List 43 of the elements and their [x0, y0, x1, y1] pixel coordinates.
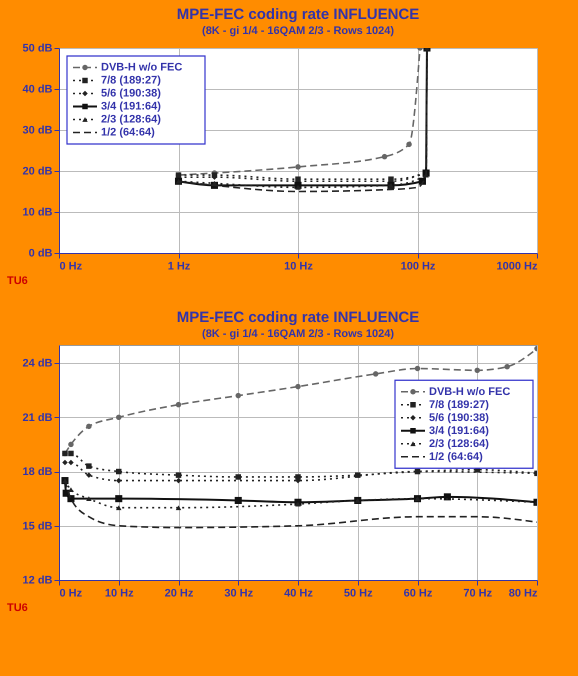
- y-tick-label: 10 dB: [22, 206, 53, 218]
- chart-subtitle: (8K - gi 1/4 - 16QAM 2/3 - Rows 1024): [202, 25, 394, 37]
- legend-label: 1/2 (64:64): [429, 450, 484, 463]
- x-tick-label: 40 Hz: [284, 588, 314, 600]
- x-tick-label: 0 Hz: [60, 588, 83, 600]
- x-tick-label: 0 Hz: [60, 260, 83, 272]
- x-tick-label: 1 Hz: [168, 260, 191, 272]
- chart-subtitle: (8K - gi 1/4 - 16QAM 2/3 - Rows 1024): [202, 328, 394, 340]
- y-tick-label: 20 dB: [22, 166, 53, 178]
- y-tick-label: 21 dB: [22, 412, 53, 424]
- legend-label: 7/8 (189:27): [429, 398, 490, 411]
- legend-label: 3/4 (191:64): [101, 100, 162, 112]
- x-tick-label: 10 Hz: [104, 588, 134, 600]
- legend-label: 5/6 (190:38): [429, 412, 490, 424]
- x-tick-label: 1000 Hz: [496, 260, 538, 272]
- y-tick-label: 24 dB: [22, 358, 53, 370]
- legend-label: 2/3 (128:64): [101, 114, 162, 126]
- y-tick-label: 0 dB: [28, 248, 53, 260]
- legend-label: 7/8 (189:27): [101, 74, 162, 86]
- y-tick-label: 50 dB: [22, 42, 53, 54]
- x-tick-label: 70 Hz: [463, 588, 493, 600]
- x-tick-label: 20 Hz: [164, 588, 194, 600]
- chart-title: MPE-FEC coding rate INFLUENCE: [176, 6, 420, 23]
- x-tick-label: 60 Hz: [404, 588, 433, 600]
- y-tick-label: 30 dB: [22, 124, 53, 136]
- chart-title: MPE-FEC coding rate INFLUENCE: [176, 309, 420, 326]
- legend-label: DVB-H w/o FEC: [101, 62, 182, 74]
- text: TU6: [7, 275, 28, 287]
- legend-label: 3/4 (191:64): [429, 424, 490, 437]
- legend-label: DVB-H w/o FEC: [429, 386, 510, 398]
- legend-label: 5/6 (190:38): [101, 88, 162, 100]
- legend-label: 1/2 (64:64): [101, 126, 156, 138]
- x-tick-label: 50 Hz: [344, 588, 374, 600]
- legend-label: 2/3 (128:64): [429, 438, 490, 450]
- y-tick-label: 40 dB: [22, 84, 53, 96]
- x-tick-label: 10 Hz: [284, 260, 314, 272]
- x-tick-label: 100 Hz: [400, 260, 436, 272]
- y-tick-label: 12 dB: [22, 574, 53, 586]
- text: TU6: [7, 602, 28, 614]
- y-tick-label: 18 dB: [22, 466, 53, 478]
- y-tick-label: 15 dB: [22, 520, 53, 532]
- x-tick-label: 30 Hz: [224, 588, 254, 600]
- x-tick-label: 80 Hz: [508, 588, 538, 600]
